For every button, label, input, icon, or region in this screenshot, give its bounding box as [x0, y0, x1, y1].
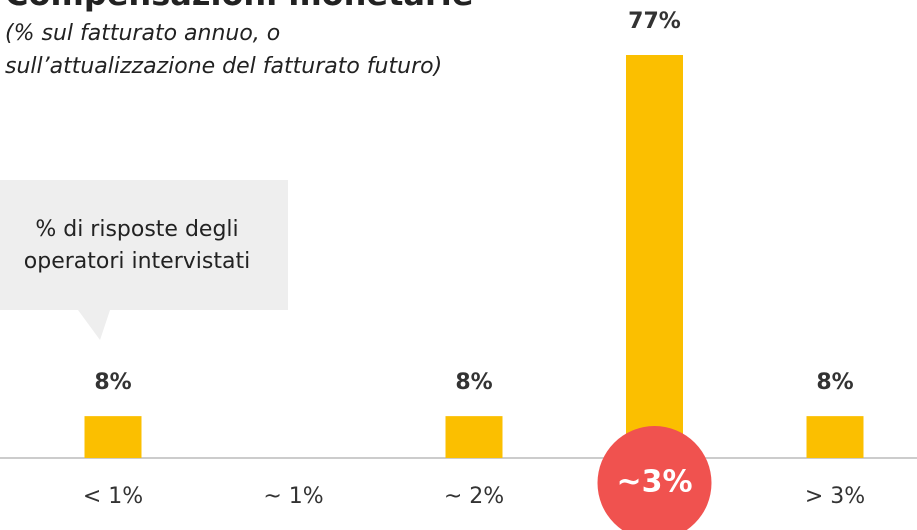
bar [626, 55, 683, 458]
subtitle-line: sull’attualizzazione del fatturato futur… [5, 54, 442, 79]
value-label: 77% [628, 9, 681, 34]
value-label: 8% [94, 370, 131, 395]
x-tick-label: ~ 2% [444, 484, 504, 509]
callout-box [0, 180, 288, 340]
x-tick-label: < 1% [83, 484, 143, 509]
bar [84, 416, 142, 458]
subtitle-line: (% sul fatturato annuo, o [5, 21, 280, 46]
callout-text: % di risposte degli [35, 217, 238, 242]
callout-text: operatori intervistati [24, 249, 250, 274]
value-label: 8% [455, 370, 492, 395]
x-tick-label: ~3% [616, 465, 692, 500]
bar [806, 416, 864, 458]
chart-title: Compensazioni monetarie [5, 0, 473, 13]
highlight-badge [597, 426, 712, 530]
value-label: 8% [816, 370, 853, 395]
bar [445, 416, 503, 458]
x-tick-label: ~ 1% [263, 484, 323, 509]
x-tick-label: > 3% [805, 484, 865, 509]
